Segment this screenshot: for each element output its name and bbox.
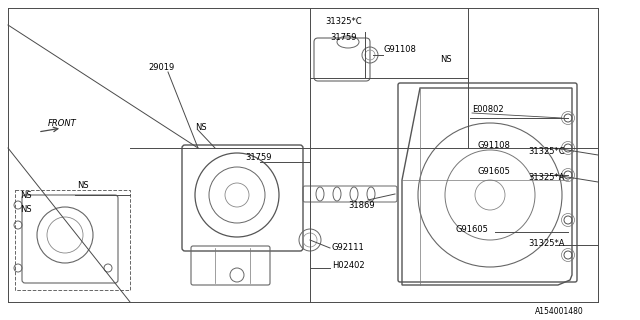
Text: G91108: G91108	[383, 45, 416, 54]
Text: NS: NS	[20, 190, 31, 199]
Text: G92111: G92111	[332, 244, 365, 252]
Text: NS: NS	[195, 124, 207, 132]
Text: NS: NS	[20, 205, 31, 214]
Text: FRONT: FRONT	[48, 119, 77, 129]
Text: 31325*C: 31325*C	[528, 148, 564, 156]
Text: 31759: 31759	[245, 154, 271, 163]
Text: 31325*A: 31325*A	[528, 173, 564, 182]
Text: 31325*C: 31325*C	[325, 18, 362, 27]
Text: 31869: 31869	[348, 201, 374, 210]
Bar	[15, 190, 130, 290]
Text: E00802: E00802	[472, 106, 504, 115]
Text: 31759: 31759	[330, 34, 356, 43]
Text: 31325*A: 31325*A	[528, 238, 564, 247]
Text: G91605: G91605	[455, 226, 488, 235]
Text: NS: NS	[440, 55, 452, 65]
Text: 29019: 29019	[148, 63, 174, 73]
Text: G91108: G91108	[478, 140, 511, 149]
Text: NS: NS	[77, 180, 88, 189]
Text: H02402: H02402	[332, 260, 365, 269]
Text: A154001480: A154001480	[535, 308, 584, 316]
Text: G91605: G91605	[478, 167, 511, 177]
